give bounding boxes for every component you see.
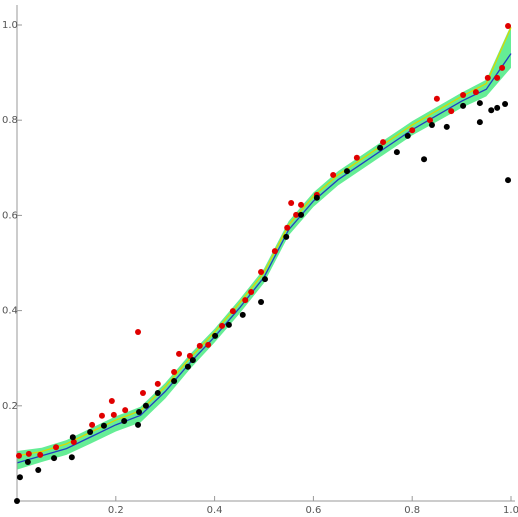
- point: [14, 498, 20, 504]
- point: [142, 402, 149, 409]
- point: [448, 108, 455, 115]
- point: [70, 438, 77, 445]
- point: [494, 74, 501, 81]
- point: [239, 311, 246, 318]
- point: [229, 308, 236, 315]
- point: [330, 171, 337, 178]
- point: [87, 428, 94, 435]
- point: [154, 389, 161, 396]
- point: [393, 149, 400, 156]
- point: [16, 474, 23, 481]
- point: [298, 201, 305, 208]
- point: [271, 248, 278, 255]
- x-tick-label: 0.8: [404, 505, 420, 516]
- point: [225, 321, 232, 328]
- point: [35, 467, 42, 474]
- point: [258, 269, 265, 276]
- point: [298, 211, 305, 218]
- point: [476, 100, 483, 107]
- point: [476, 119, 483, 126]
- point: [205, 341, 212, 348]
- point: [89, 421, 96, 428]
- point: [499, 64, 506, 71]
- point: [108, 398, 115, 405]
- point: [135, 421, 142, 428]
- point: [472, 89, 479, 96]
- fit-line: [16, 53, 512, 464]
- confidence-band: [17, 25, 511, 470]
- point: [428, 121, 435, 128]
- y-tick-label: 1.0: [2, 20, 18, 31]
- point: [196, 342, 203, 349]
- point: [502, 101, 509, 108]
- point: [488, 107, 495, 114]
- point: [460, 91, 467, 98]
- point: [121, 418, 128, 425]
- point: [154, 380, 161, 387]
- point: [37, 451, 44, 458]
- point: [110, 411, 117, 418]
- point: [171, 378, 178, 385]
- point: [53, 444, 60, 451]
- x-tick-label: 0.2: [108, 505, 124, 516]
- point: [136, 408, 143, 415]
- y-tick-label: 0.8: [2, 115, 18, 126]
- point: [24, 458, 31, 465]
- y-tick-label: 0.4: [2, 306, 18, 317]
- point: [139, 389, 146, 396]
- point: [421, 156, 428, 163]
- point: [186, 352, 193, 359]
- point: [426, 117, 433, 124]
- point: [288, 200, 295, 207]
- point: [258, 299, 265, 306]
- point: [248, 289, 255, 296]
- point: [69, 434, 76, 441]
- point: [284, 224, 291, 231]
- point: [15, 452, 22, 459]
- point: [135, 329, 142, 336]
- point: [404, 132, 411, 139]
- point: [122, 407, 129, 414]
- point: [51, 455, 58, 462]
- point: [212, 332, 219, 339]
- point: [460, 102, 467, 109]
- point: [68, 454, 75, 461]
- point: [176, 350, 183, 357]
- point: [313, 194, 320, 201]
- point: [261, 276, 268, 283]
- y-tick-label: 0.2: [2, 401, 18, 412]
- point: [380, 139, 387, 146]
- point: [443, 123, 450, 130]
- point: [343, 168, 350, 175]
- point: [494, 104, 501, 111]
- x-tick-label: 0.6: [305, 505, 321, 516]
- point: [25, 450, 32, 457]
- point: [484, 74, 491, 81]
- point: [505, 22, 512, 29]
- point: [433, 95, 440, 102]
- point: [184, 363, 191, 370]
- point: [283, 233, 290, 240]
- point: [293, 211, 300, 218]
- point: [189, 357, 196, 364]
- x-tick-label: 1.0: [503, 505, 518, 516]
- point: [242, 297, 249, 304]
- point: [100, 422, 107, 429]
- x-tick-label: 0.4: [207, 505, 223, 516]
- point: [171, 369, 178, 376]
- fit-line: [16, 27, 512, 457]
- point: [98, 412, 105, 419]
- point: [377, 144, 384, 151]
- point: [353, 154, 360, 161]
- point: [409, 127, 416, 134]
- point: [505, 177, 512, 184]
- point: [219, 322, 226, 329]
- y-tick-label: 0.6: [2, 210, 18, 221]
